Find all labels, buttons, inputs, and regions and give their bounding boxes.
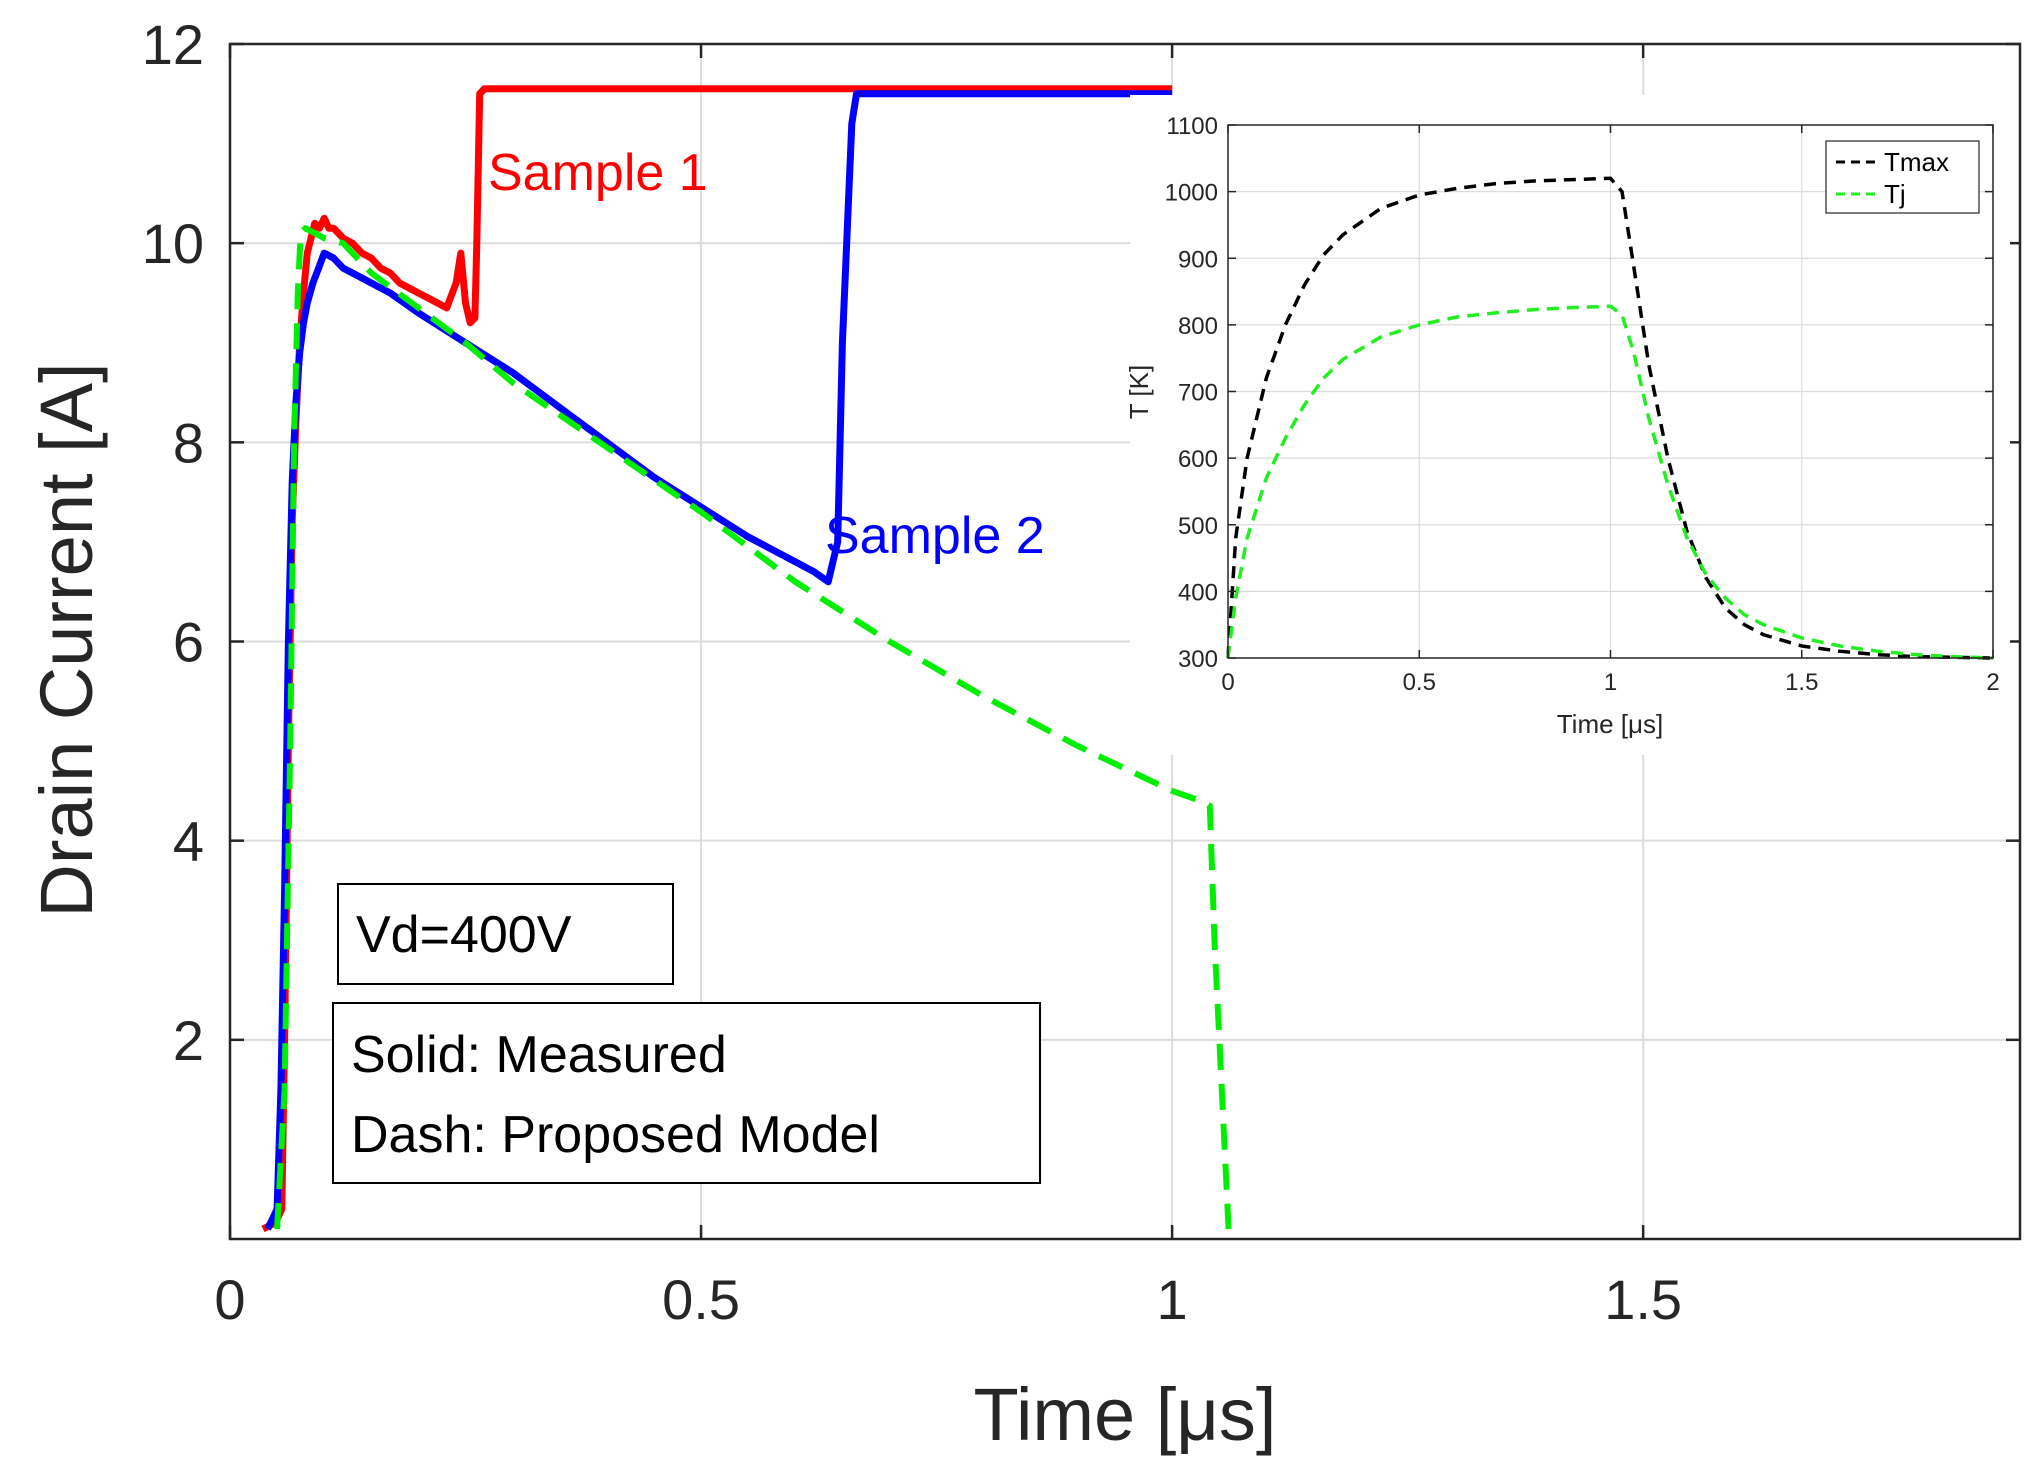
inset-legend-box <box>1825 140 1980 214</box>
inset-x-tick-label: 2 <box>1986 669 1999 696</box>
main-y-tick-label: 10 <box>142 212 204 275</box>
inset-y-tick-label: 300 <box>1178 646 1218 673</box>
inset-x-tick-label: 0.5 <box>1403 669 1436 696</box>
inset-grid <box>1228 125 1994 658</box>
main-x-tick-label: 0 <box>214 1268 245 1331</box>
inset-y-tick-label: 1000 <box>1165 180 1218 207</box>
inset-y-tick-label: 600 <box>1178 446 1218 473</box>
vd-box <box>337 883 674 985</box>
inset-y-tick-label: 700 <box>1178 380 1218 407</box>
inset-ticks: 0 0.5 1 1.5 2 300 400 500 600 700 800 900 1000 1100 <box>1165 113 2000 696</box>
style-key-solid: Solid: Measured <box>351 1026 727 1084</box>
inset-y-axis-label: T [K] <box>1124 365 1154 419</box>
main-y-tick-label: 8 <box>173 411 204 474</box>
legend-label-tmax: Tmax <box>1884 147 1949 177</box>
inset-x-axis-label: Time [μs] <box>1557 709 1663 739</box>
main-x-tick-label: 0.5 <box>662 1268 740 1331</box>
inset-y-tick-label: 400 <box>1178 579 1218 606</box>
main-x-axis-label: Time [μs] <box>973 1373 1276 1456</box>
style-key-dash: Dash: Proposed Model <box>351 1106 880 1164</box>
inset-series-tj <box>1226 304 1994 660</box>
inset-x-tick-label: 0 <box>1221 669 1234 696</box>
legend-label-tj: Tj <box>1884 179 1906 209</box>
annotation-sample-2: Sample 2 <box>825 507 1045 565</box>
main-y-axis-label: Drain Current [A] <box>25 362 108 917</box>
main-y-tick-label: 12 <box>142 13 204 76</box>
inset-series-group <box>1226 176 1994 660</box>
inset-y-tick-label: 500 <box>1178 513 1218 540</box>
main-y-tick-label: 6 <box>173 611 204 674</box>
main-series-sample-2 <box>264 90 1173 1231</box>
main-x-tick-label: 1.5 <box>1604 1268 1682 1331</box>
inset-y-tick-label: 900 <box>1178 246 1218 273</box>
main-x-tick-label: 1 <box>1157 1268 1188 1331</box>
inset-y-tick-label: 800 <box>1178 313 1218 340</box>
main-y-tick-label: 2 <box>173 1009 204 1072</box>
inset-y-tick-label: 1100 <box>1166 113 1218 140</box>
vd-label: Vd=400V <box>356 906 572 964</box>
main-y-tick-label: 4 <box>173 810 204 873</box>
style-key-box <box>332 1002 1041 1184</box>
main-series-proposed-model <box>274 225 1232 1230</box>
inset-x-tick-label: 1.5 <box>1785 669 1818 696</box>
main-series-group <box>261 85 1232 1233</box>
inset-x-tick-label: 1 <box>1604 669 1617 696</box>
inset-series-tmax <box>1226 176 1994 660</box>
annotation-sample-1: Sample 1 <box>488 144 708 202</box>
